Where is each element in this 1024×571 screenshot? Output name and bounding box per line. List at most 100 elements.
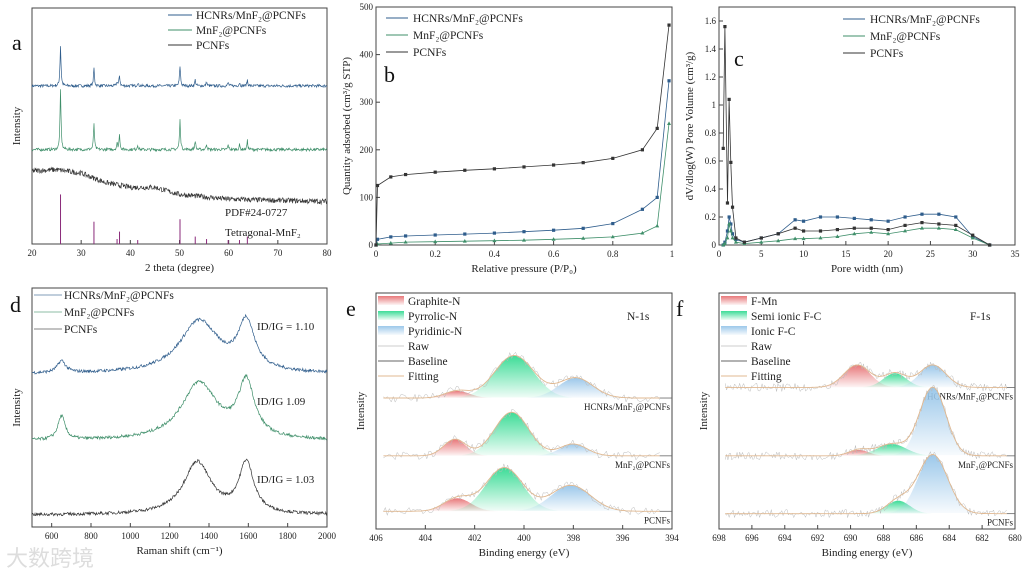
x-tick-label: 2000 bbox=[318, 531, 337, 541]
data-point bbox=[722, 241, 727, 245]
data-point bbox=[611, 221, 615, 226]
data-point bbox=[835, 228, 839, 232]
series-line bbox=[31, 458, 328, 517]
x-tick-label: 400 bbox=[517, 533, 531, 543]
y-tick-label: 0.2 bbox=[705, 212, 716, 222]
x-tick-label: 1400 bbox=[200, 531, 219, 541]
legend-swatch bbox=[378, 326, 404, 335]
fitting-line bbox=[725, 364, 1007, 388]
legend-label: Ionic F-C bbox=[751, 326, 796, 338]
series-line bbox=[31, 46, 328, 89]
data-point bbox=[801, 219, 806, 223]
data-point bbox=[725, 235, 730, 240]
y-tick-label: 500 bbox=[360, 2, 374, 12]
data-point bbox=[727, 97, 731, 101]
x-tick-label: 0 bbox=[374, 249, 379, 259]
data-point bbox=[970, 235, 975, 240]
series-line bbox=[31, 313, 328, 375]
legend-label: HCNRs/MnF₂@PCNFs bbox=[413, 13, 523, 25]
legend-label: HCNRs/MnF₂@PCNFs bbox=[870, 14, 980, 26]
data-point bbox=[729, 160, 733, 164]
data-point bbox=[971, 233, 975, 237]
x-tick-label: 15 bbox=[841, 249, 851, 259]
x-axis-label: Raman shift (cm⁻¹) bbox=[136, 545, 222, 557]
legend-label: HCNRs/MnF₂@PCNFs bbox=[196, 10, 306, 22]
sample-label: PCNFs bbox=[644, 515, 671, 525]
x-tick-label: 696 bbox=[745, 533, 759, 543]
data-point bbox=[835, 234, 840, 238]
x-tick-label: 70 bbox=[273, 248, 283, 258]
panel-f: 698 696 694 692 690 688 686 684 682 680 Binding en… bbox=[676, 292, 1022, 559]
series-line bbox=[722, 223, 990, 246]
x-tick-label: 1200 bbox=[161, 531, 180, 541]
x-tick-label: 0.4 bbox=[489, 249, 501, 259]
x-tick-label: 80 bbox=[323, 248, 333, 258]
y-tick-label: 1 bbox=[712, 100, 717, 110]
data-point bbox=[730, 205, 735, 209]
series-line bbox=[375, 80, 670, 246]
data-point bbox=[667, 121, 672, 126]
legend-label: MnF₂@PCNFs bbox=[413, 30, 484, 42]
legend-label: Semi ionic F-C bbox=[751, 311, 822, 323]
legend-label: PCNFs bbox=[413, 47, 447, 59]
series-line bbox=[722, 213, 990, 246]
watermark: 大数跨境 bbox=[6, 547, 94, 571]
legend-swatch bbox=[378, 311, 404, 320]
sample-label: MnF₂@PCNFs bbox=[958, 460, 1013, 470]
x-tick-label: 692 bbox=[811, 533, 825, 543]
data-point bbox=[389, 235, 393, 239]
data-point bbox=[869, 218, 873, 222]
legend-label: Raw bbox=[751, 341, 773, 353]
component-peak bbox=[533, 444, 614, 456]
reference-phase-label: Tetragonal-MnF₂ bbox=[225, 227, 301, 239]
data-point bbox=[721, 146, 725, 150]
data-point bbox=[954, 223, 958, 227]
data-point bbox=[727, 215, 731, 219]
y-axis-label: dV/dlog(W) Pore Volume (cm³/g) bbox=[684, 51, 696, 200]
data-point bbox=[801, 236, 806, 241]
data-point bbox=[433, 170, 437, 174]
panel-letter: f bbox=[676, 296, 684, 321]
legend-label: PCNFs bbox=[196, 40, 230, 52]
x-tick-label: 60 bbox=[224, 248, 234, 258]
panel-letter: e bbox=[346, 296, 356, 321]
data-point bbox=[463, 232, 467, 236]
y-axis-label: Intensity bbox=[11, 106, 23, 145]
y-tick-label: 1.6 bbox=[705, 16, 717, 26]
y-tick-label: 0 bbox=[712, 240, 717, 250]
data-point bbox=[920, 212, 924, 216]
fitting-line bbox=[725, 454, 1007, 515]
y-axis-label: Intensity bbox=[11, 388, 23, 427]
data-point bbox=[734, 236, 738, 240]
x-tick-label: 800 bbox=[84, 531, 98, 541]
series-line bbox=[31, 373, 328, 442]
series-line bbox=[375, 123, 670, 246]
core-level-label: N-1s bbox=[627, 311, 650, 323]
data-point bbox=[818, 235, 823, 240]
series-line bbox=[375, 25, 670, 246]
x-tick-label: 398 bbox=[567, 533, 581, 543]
component-peak bbox=[456, 355, 574, 398]
data-point bbox=[492, 238, 497, 243]
reference-label: PDF#24-0727 bbox=[225, 207, 288, 219]
y-tick-label: 1.4 bbox=[705, 44, 717, 54]
sample-label: MnF₂@PCNFs bbox=[615, 460, 670, 470]
data-point bbox=[375, 183, 380, 188]
data-point bbox=[403, 239, 408, 244]
data-point bbox=[610, 234, 615, 239]
data-point bbox=[903, 223, 907, 227]
intensity-ratio-label: ID/IG 1.09 bbox=[257, 396, 306, 408]
panel-d: 600 800 1000 1200 1400 1600 1800 2000 Raman shif… bbox=[10, 287, 337, 557]
data-point bbox=[954, 215, 958, 219]
y-tick-label: 0.6 bbox=[705, 156, 717, 166]
x-tick-label: 698 bbox=[712, 533, 726, 543]
legend-label: PCNFs bbox=[870, 48, 904, 60]
raw-line bbox=[383, 351, 660, 403]
x-tick-label: 690 bbox=[844, 533, 858, 543]
panel-letter: a bbox=[12, 30, 22, 55]
sample-label: HCNRs/MnF₂@PCNFs bbox=[584, 402, 670, 412]
legend-label: Pyridinic-N bbox=[408, 326, 463, 338]
legend-swatch bbox=[721, 311, 747, 320]
legend-label: MnF₂@PCNFs bbox=[196, 25, 267, 37]
data-point bbox=[730, 235, 735, 240]
